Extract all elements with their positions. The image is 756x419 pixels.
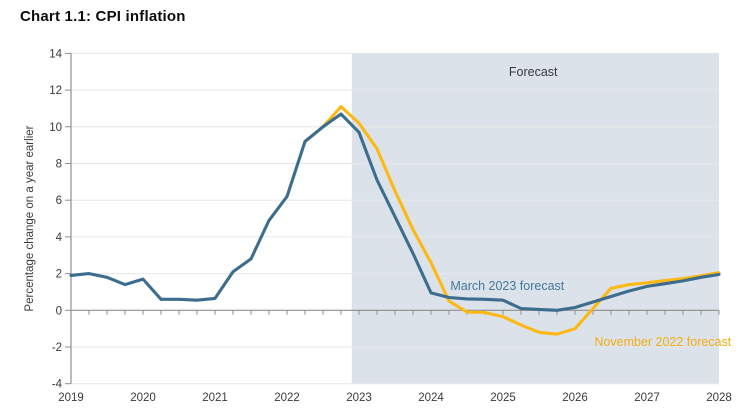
y-tick-label: 4 <box>56 232 63 244</box>
chart-title: Chart 1.1: CPI inflation <box>20 8 186 25</box>
annotation-november-2022-forecast: November 2022 forecast <box>594 335 731 349</box>
x-tick-label-2020: 2020 <box>130 392 156 404</box>
x-tick-label-2023: 2023 <box>346 392 372 404</box>
y-tick-label: 6 <box>56 195 62 207</box>
y-axis-title: Percentage change on a year earlier <box>24 125 36 311</box>
y-tick-label: 12 <box>49 85 62 97</box>
x-tick-label-2025: 2025 <box>490 392 516 404</box>
x-tick-label-2028: 2028 <box>706 392 732 404</box>
x-tick-label-2021: 2021 <box>202 392 228 404</box>
y-tick-label: -4 <box>52 379 63 391</box>
series-line-march-2023-forecast <box>69 112 721 312</box>
annotation-forecast: Forecast <box>509 65 558 79</box>
x-tick-label-2027: 2027 <box>634 392 660 404</box>
x-tick-label-2019: 2019 <box>58 392 84 404</box>
annotation-march-2023-forecast: March 2023 forecast <box>450 279 564 293</box>
y-tick-label: 2 <box>56 269 62 281</box>
y-tick-label: -2 <box>52 342 62 354</box>
y-tick-label: 8 <box>56 159 62 171</box>
forecast-region <box>351 53 719 384</box>
series-line-november-2022-forecast <box>303 105 721 336</box>
x-tick-label-2022: 2022 <box>274 392 300 404</box>
y-tick-label: 0 <box>56 305 62 317</box>
y-tick-label: 10 <box>49 122 62 134</box>
y-tick-label: 14 <box>49 48 62 60</box>
x-tick-label-2026: 2026 <box>562 392 588 404</box>
x-tick-label-2024: 2024 <box>418 392 444 404</box>
